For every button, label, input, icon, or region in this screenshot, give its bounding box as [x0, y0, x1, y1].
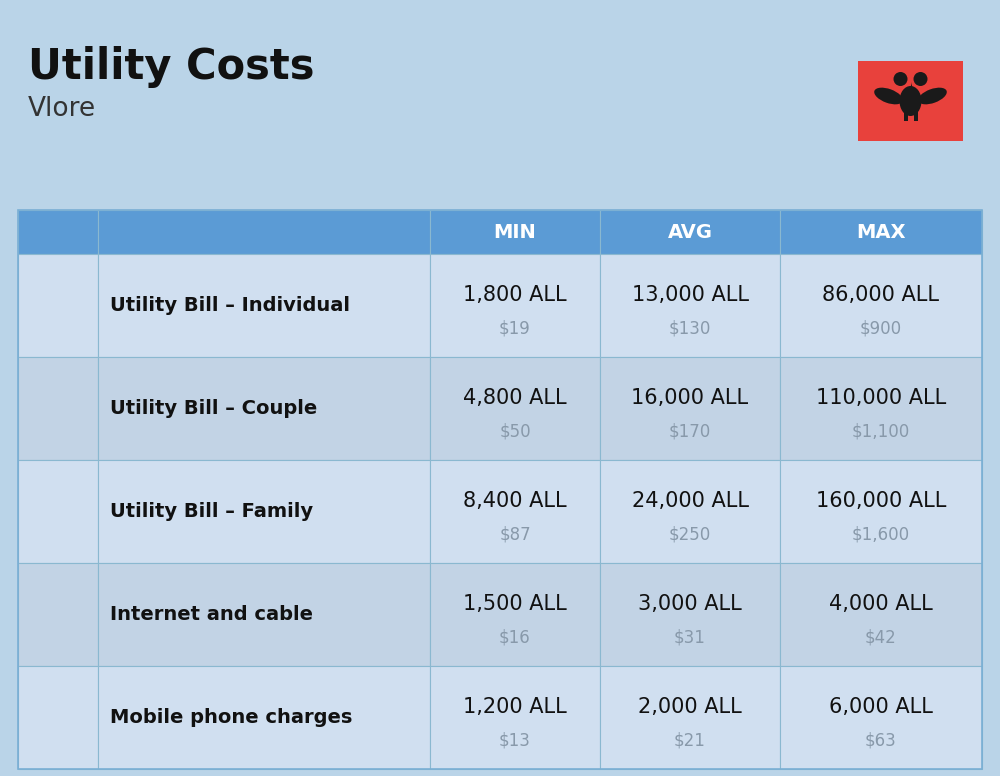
Text: Utility Bill – Individual: Utility Bill – Individual [110, 296, 350, 315]
Bar [430, 254, 600, 357]
Bar [28, 273, 88, 338]
Text: 4,000 ALL: 4,000 ALL [829, 594, 933, 614]
Text: $19: $19 [499, 319, 531, 337]
Circle shape [894, 72, 908, 86]
Ellipse shape [874, 88, 903, 104]
Bar [98, 210, 430, 254]
Text: Utility Costs: Utility Costs [28, 46, 314, 88]
Text: $21: $21 [674, 731, 706, 749]
Bar [430, 357, 600, 460]
Text: $1,600: $1,600 [852, 525, 910, 543]
Text: 8,400 ALL: 8,400 ALL [463, 491, 567, 511]
Text: 2,000 ALL: 2,000 ALL [638, 697, 742, 717]
Bar [18, 254, 98, 357]
Bar [780, 210, 982, 254]
Text: MAX: MAX [856, 223, 906, 241]
Bar [600, 460, 780, 563]
Text: $63: $63 [865, 731, 897, 749]
Text: 86,000 ALL: 86,000 ALL [822, 286, 940, 305]
Text: 6,000 ALL: 6,000 ALL [829, 697, 933, 717]
Text: Mobile phone charges: Mobile phone charges [110, 708, 352, 727]
Text: 13,000 ALL: 13,000 ALL [632, 286, 748, 305]
Text: $42: $42 [865, 628, 897, 646]
Bar [780, 254, 982, 357]
Text: $13: $13 [499, 731, 531, 749]
Text: Utility Bill – Family: Utility Bill – Family [110, 502, 313, 521]
Bar [780, 666, 982, 769]
Bar [780, 357, 982, 460]
Bar [98, 357, 430, 460]
Text: Internet and cable: Internet and cable [110, 605, 313, 624]
Bar [600, 666, 780, 769]
Text: ✦: ✦ [893, 80, 928, 122]
Bar [28, 479, 88, 544]
Bar [98, 254, 430, 357]
Text: 24,000 ALL: 24,000 ALL [632, 491, 748, 511]
Text: $170: $170 [669, 422, 711, 440]
Bar [600, 254, 780, 357]
Bar [780, 563, 982, 666]
Circle shape [914, 72, 928, 86]
Text: $16: $16 [499, 628, 531, 646]
Bar [430, 460, 600, 563]
Bar [18, 666, 98, 769]
Bar [18, 210, 98, 254]
Text: Utility Bill – Couple: Utility Bill – Couple [110, 399, 317, 418]
Bar [600, 210, 780, 254]
Bar [18, 357, 98, 460]
Bar [914, 109, 918, 121]
Bar [98, 460, 430, 563]
Bar [18, 563, 98, 666]
Text: 110,000 ALL: 110,000 ALL [816, 388, 946, 408]
Text: $900: $900 [860, 319, 902, 337]
Text: $50: $50 [499, 422, 531, 440]
Text: $31: $31 [674, 628, 706, 646]
Ellipse shape [900, 86, 922, 116]
Bar [430, 210, 600, 254]
Bar [904, 109, 908, 121]
Bar [600, 357, 780, 460]
Text: 16,000 ALL: 16,000 ALL [631, 388, 749, 408]
Ellipse shape [918, 88, 947, 104]
Text: 1,200 ALL: 1,200 ALL [463, 697, 567, 717]
Bar [430, 666, 600, 769]
Bar [18, 210, 982, 769]
Text: 3,000 ALL: 3,000 ALL [638, 594, 742, 614]
Bar [430, 563, 600, 666]
Bar [28, 582, 88, 647]
Text: MIN: MIN [494, 223, 536, 241]
Text: $250: $250 [669, 525, 711, 543]
Text: $87: $87 [499, 525, 531, 543]
Bar [18, 460, 98, 563]
Text: $1,100: $1,100 [852, 422, 910, 440]
Bar [98, 563, 430, 666]
Text: Vlore: Vlore [28, 96, 96, 122]
Bar [98, 666, 430, 769]
Text: 1,800 ALL: 1,800 ALL [463, 286, 567, 305]
Text: AVG: AVG [668, 223, 712, 241]
Bar [28, 376, 88, 441]
Bar [858, 61, 963, 141]
Bar [600, 563, 780, 666]
Bar [780, 460, 982, 563]
Text: $130: $130 [669, 319, 711, 337]
Text: 4,800 ALL: 4,800 ALL [463, 388, 567, 408]
Text: 1,500 ALL: 1,500 ALL [463, 594, 567, 614]
Text: 160,000 ALL: 160,000 ALL [816, 491, 946, 511]
Bar [28, 685, 88, 750]
